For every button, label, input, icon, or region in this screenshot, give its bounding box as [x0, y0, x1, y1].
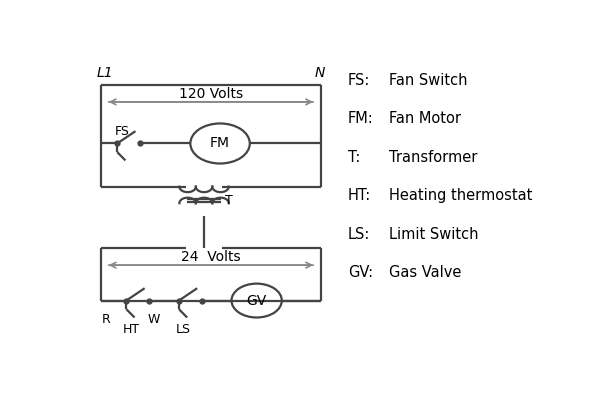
Text: Heating thermostat: Heating thermostat — [389, 188, 533, 203]
Text: GV:: GV: — [348, 265, 373, 280]
Text: FM: FM — [210, 136, 230, 150]
Text: T: T — [225, 194, 232, 207]
Text: Transformer: Transformer — [389, 150, 478, 165]
Text: Limit Switch: Limit Switch — [389, 227, 478, 242]
Text: FS: FS — [115, 125, 130, 138]
Text: FS:: FS: — [348, 73, 371, 88]
Text: N: N — [315, 66, 325, 80]
Text: L1: L1 — [97, 66, 113, 80]
Text: FM:: FM: — [348, 111, 374, 126]
Text: GV: GV — [247, 294, 267, 308]
Text: Gas Valve: Gas Valve — [389, 265, 461, 280]
Text: R: R — [101, 313, 110, 326]
Text: HT:: HT: — [348, 188, 371, 203]
Text: W: W — [148, 313, 160, 326]
Text: LS: LS — [176, 323, 191, 336]
Text: Fan Motor: Fan Motor — [389, 111, 461, 126]
Text: LS:: LS: — [348, 227, 371, 242]
Text: T:: T: — [348, 150, 360, 165]
Text: 120 Volts: 120 Volts — [179, 87, 243, 101]
Text: HT: HT — [122, 323, 139, 336]
Text: Fan Switch: Fan Switch — [389, 73, 468, 88]
Text: 24  Volts: 24 Volts — [181, 250, 241, 264]
